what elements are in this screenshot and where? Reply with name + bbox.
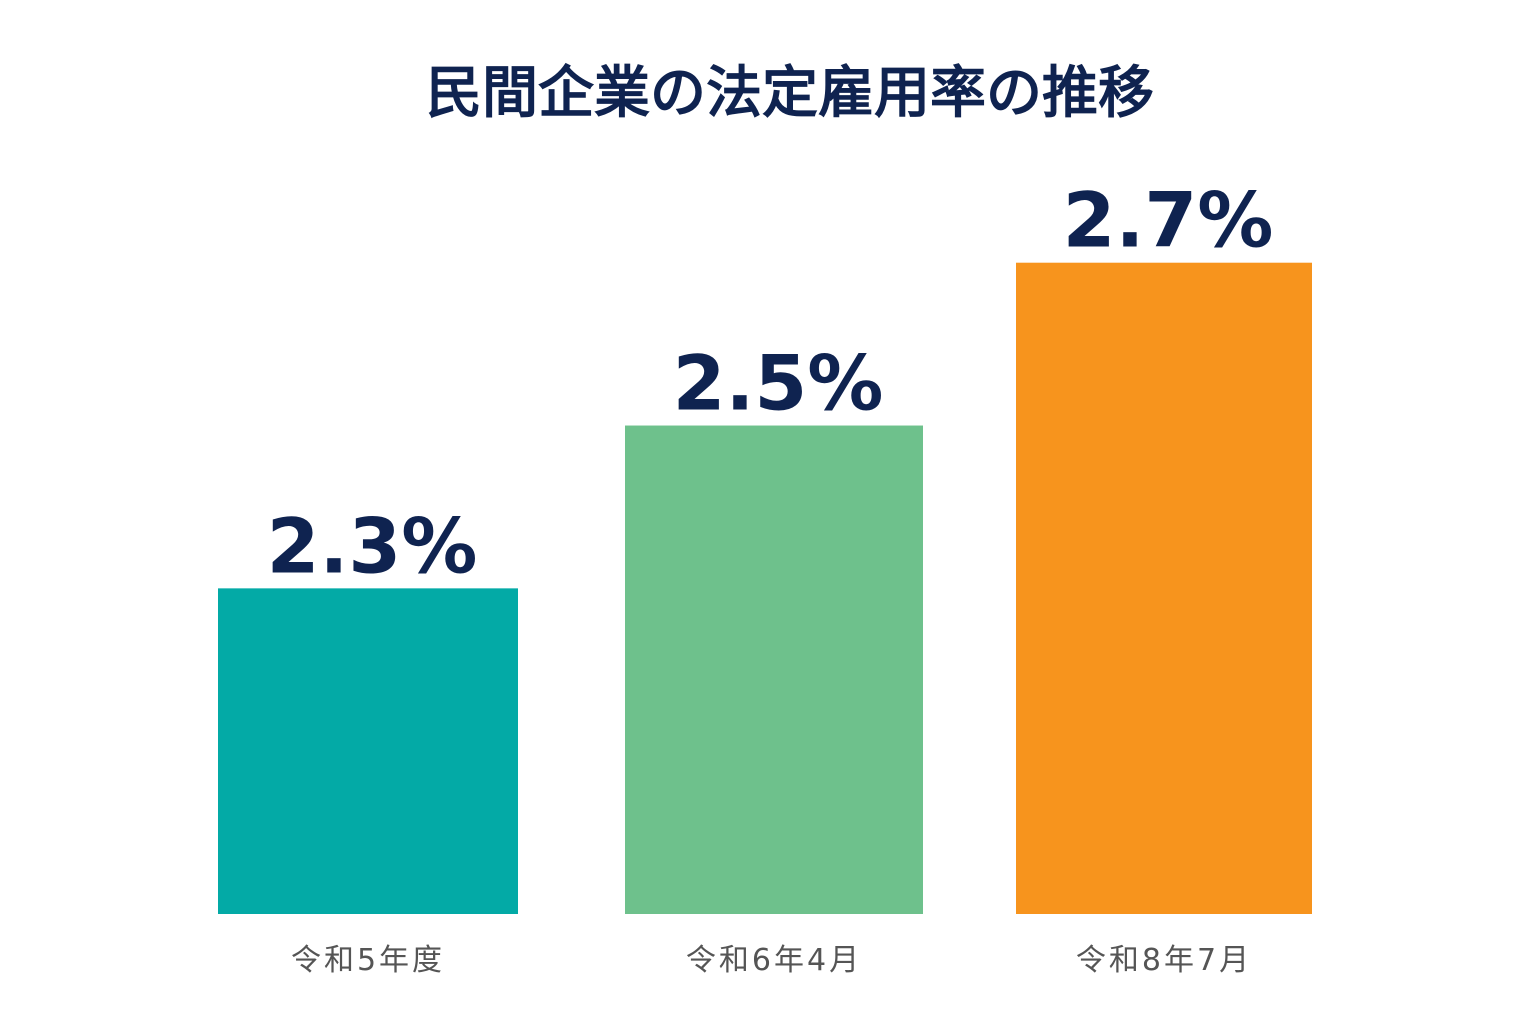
value-label: 2.7% bbox=[1063, 176, 1274, 265]
bar bbox=[218, 588, 518, 914]
bar bbox=[625, 425, 923, 914]
chart-title: 民間企業の法定雇用率の推移 bbox=[426, 61, 1154, 126]
value-label: 2.5% bbox=[673, 339, 884, 428]
value-label: 2.3% bbox=[267, 501, 478, 590]
x-tick-label: 令和8年7月 bbox=[1076, 943, 1252, 978]
bar bbox=[1016, 262, 1312, 914]
x-tick-label: 令和5年度 bbox=[291, 943, 445, 978]
x-tick-label: 令和6年4月 bbox=[686, 943, 862, 978]
